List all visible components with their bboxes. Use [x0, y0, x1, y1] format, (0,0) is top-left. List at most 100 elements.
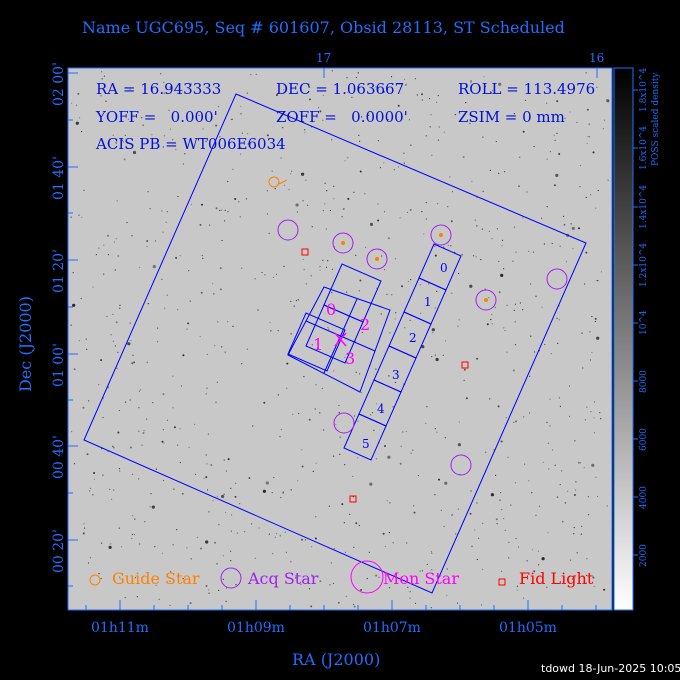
background-star: [218, 524, 220, 526]
background-star: [586, 558, 588, 560]
fid-light: [461, 361, 469, 369]
background-star: [542, 461, 544, 463]
background-star: [504, 171, 506, 173]
background-star: [399, 462, 402, 465]
background-star: [573, 527, 575, 529]
background-star: [275, 273, 278, 275]
colorbar-tick-label: 1.4x10^4: [639, 184, 649, 229]
background-star: [529, 375, 531, 377]
background-star: [134, 518, 136, 520]
background-star: [483, 76, 485, 78]
background-star: [361, 331, 363, 334]
background-star: [162, 429, 164, 431]
background-star: [581, 525, 583, 528]
background-star: [378, 576, 380, 578]
background-star: [578, 227, 580, 230]
background-star: [376, 287, 378, 289]
background-star: [444, 340, 446, 342]
background-star: [515, 251, 517, 253]
background-star: [364, 193, 366, 195]
background-star: [206, 463, 208, 465]
background-star: [246, 92, 248, 94]
background-star: [498, 82, 502, 86]
background-star: [200, 547, 202, 550]
background-star: [389, 502, 391, 504]
background-star: [397, 166, 399, 168]
background-star: [554, 464, 556, 466]
background-star: [596, 336, 600, 340]
background-star: [384, 545, 386, 548]
background-star: [142, 124, 144, 126]
background-star: [146, 240, 149, 242]
background-star: [573, 494, 576, 496]
background-star: [100, 95, 102, 97]
background-star: [331, 139, 333, 141]
background-star: [599, 412, 601, 414]
background-star: [384, 445, 386, 447]
background-star: [565, 261, 568, 263]
background-star: [531, 492, 533, 494]
background-star: [187, 322, 190, 325]
aciss-ccd-label: 0: [440, 261, 448, 275]
background-star: [235, 584, 237, 586]
background-star: [358, 524, 360, 527]
background-star: [101, 542, 103, 544]
y-tick-label: 02 00': [51, 62, 67, 106]
background-star: [115, 321, 118, 324]
background-star: [196, 536, 198, 539]
background-star: [120, 546, 123, 548]
background-star: [465, 83, 468, 85]
background-star: [92, 286, 94, 288]
background-star: [431, 328, 435, 332]
background-star: [333, 455, 335, 457]
background-star: [428, 283, 430, 285]
background-star: [558, 397, 561, 399]
background-star: [188, 270, 190, 272]
background-star: [71, 102, 73, 104]
background-star: [127, 118, 129, 120]
background-star: [410, 279, 412, 281]
background-star: [107, 254, 109, 256]
background-star: [161, 440, 164, 443]
background-star: [165, 221, 167, 223]
background-star: [494, 306, 496, 308]
background-star: [219, 288, 222, 291]
background-star: [518, 185, 520, 188]
background-star: [564, 502, 567, 504]
yoff-value: YOFF = 0.000': [96, 108, 218, 126]
background-star: [463, 379, 465, 381]
background-star: [246, 348, 248, 350]
background-star: [409, 591, 411, 593]
background-star: [574, 440, 576, 442]
background-star: [304, 132, 306, 134]
background-star: [239, 503, 241, 505]
background-star: [528, 250, 530, 252]
background-star: [594, 401, 596, 403]
background-star: [323, 429, 325, 431]
background-star: [353, 603, 355, 606]
background-star: [431, 552, 433, 554]
background-star: [170, 91, 172, 94]
background-star: [208, 589, 210, 591]
background-star: [420, 312, 422, 314]
background-star: [495, 518, 498, 521]
colorbar-tick-label: 1.2x10^4: [639, 242, 649, 287]
background-star: [489, 398, 491, 400]
background-star: [188, 446, 190, 448]
background-star: [434, 428, 436, 430]
background-star: [267, 213, 269, 215]
background-star: [458, 319, 460, 321]
background-star: [209, 224, 211, 226]
background-star: [469, 284, 473, 288]
background-star: [425, 422, 427, 424]
background-star: [463, 368, 466, 371]
background-star: [458, 272, 460, 275]
background-star: [123, 158, 126, 161]
background-star: [143, 430, 145, 432]
background-star: [115, 238, 117, 240]
background-star: [169, 604, 171, 607]
background-star: [434, 307, 436, 309]
background-star: [106, 315, 108, 317]
background-star: [594, 317, 597, 320]
